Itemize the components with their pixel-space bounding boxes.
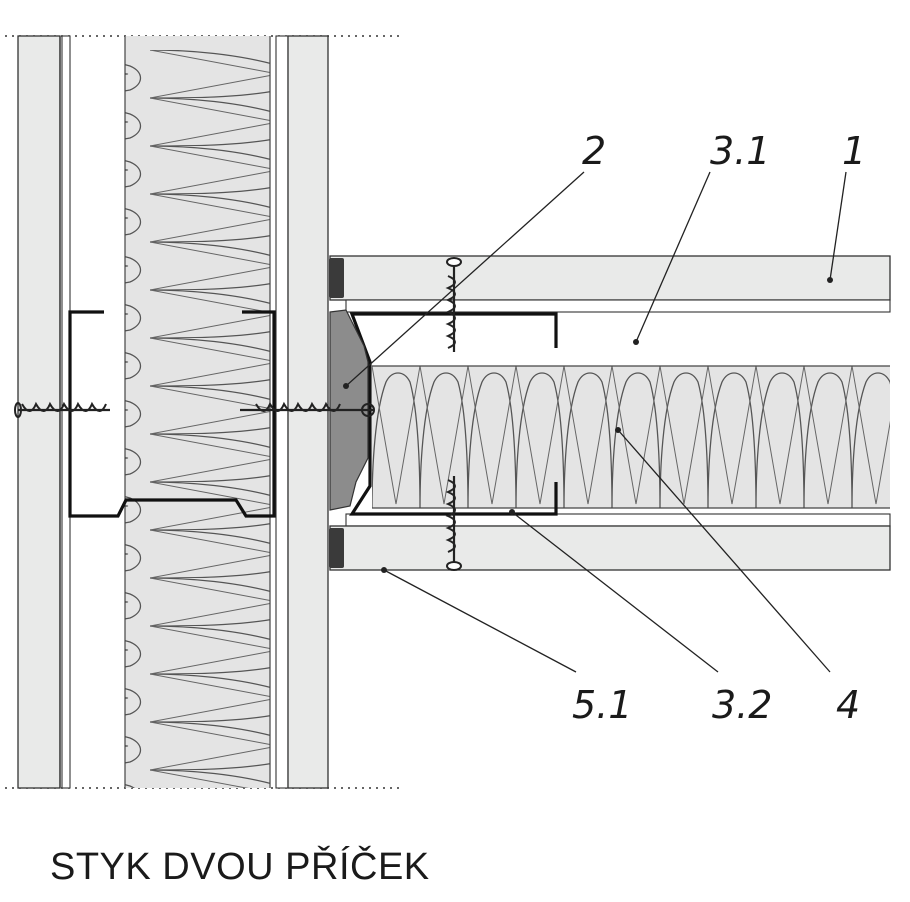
right-inner-board bbox=[275, 35, 289, 789]
bottom-inner-board bbox=[345, 513, 891, 527]
horizontal-insulation-fill-pattern bbox=[372, 366, 890, 508]
leader-3-2-dot bbox=[509, 509, 515, 515]
screw-middle bbox=[240, 401, 375, 417]
callout-label-1: 1 bbox=[842, 129, 866, 173]
callout-label-2: 2 bbox=[582, 129, 606, 173]
screw-top bbox=[445, 257, 462, 352]
leader-5-1 bbox=[383, 569, 577, 673]
vertical-insulation-fill-pattern bbox=[125, 50, 270, 788]
screw-left bbox=[14, 401, 110, 418]
callout-label-3-1: 3.1 bbox=[710, 129, 770, 173]
leader-3-1 bbox=[635, 171, 711, 343]
leader-5-1-dot bbox=[381, 567, 387, 573]
top-board-edge-tape bbox=[329, 258, 344, 298]
callout-label-5-1: 5.1 bbox=[572, 683, 632, 727]
top-inner-board bbox=[345, 299, 891, 313]
leader-1 bbox=[829, 171, 847, 281]
left-outer-board bbox=[17, 35, 61, 789]
leader-2 bbox=[345, 171, 585, 387]
screw-bottom bbox=[445, 476, 462, 571]
leader-3-1-dot bbox=[633, 339, 639, 345]
leader-2-dot bbox=[343, 383, 349, 389]
leader-3-2 bbox=[511, 511, 719, 673]
leader-4 bbox=[617, 429, 831, 673]
drawing-caption: STYK DVOU PŘÍČEK bbox=[50, 846, 430, 888]
vertical-wall-c-profile bbox=[68, 310, 276, 518]
right-outer-board bbox=[287, 35, 329, 789]
callout-label-4: 4 bbox=[836, 683, 860, 727]
callout-label-3-2: 3.2 bbox=[712, 683, 772, 727]
bottom-board-edge-tape bbox=[329, 528, 344, 568]
top-outer-board bbox=[329, 255, 891, 301]
leader-4-dot bbox=[615, 427, 621, 433]
connection-profile bbox=[349, 312, 558, 516]
leader-1-dot bbox=[827, 277, 833, 283]
bottom-outer-board bbox=[329, 525, 891, 571]
